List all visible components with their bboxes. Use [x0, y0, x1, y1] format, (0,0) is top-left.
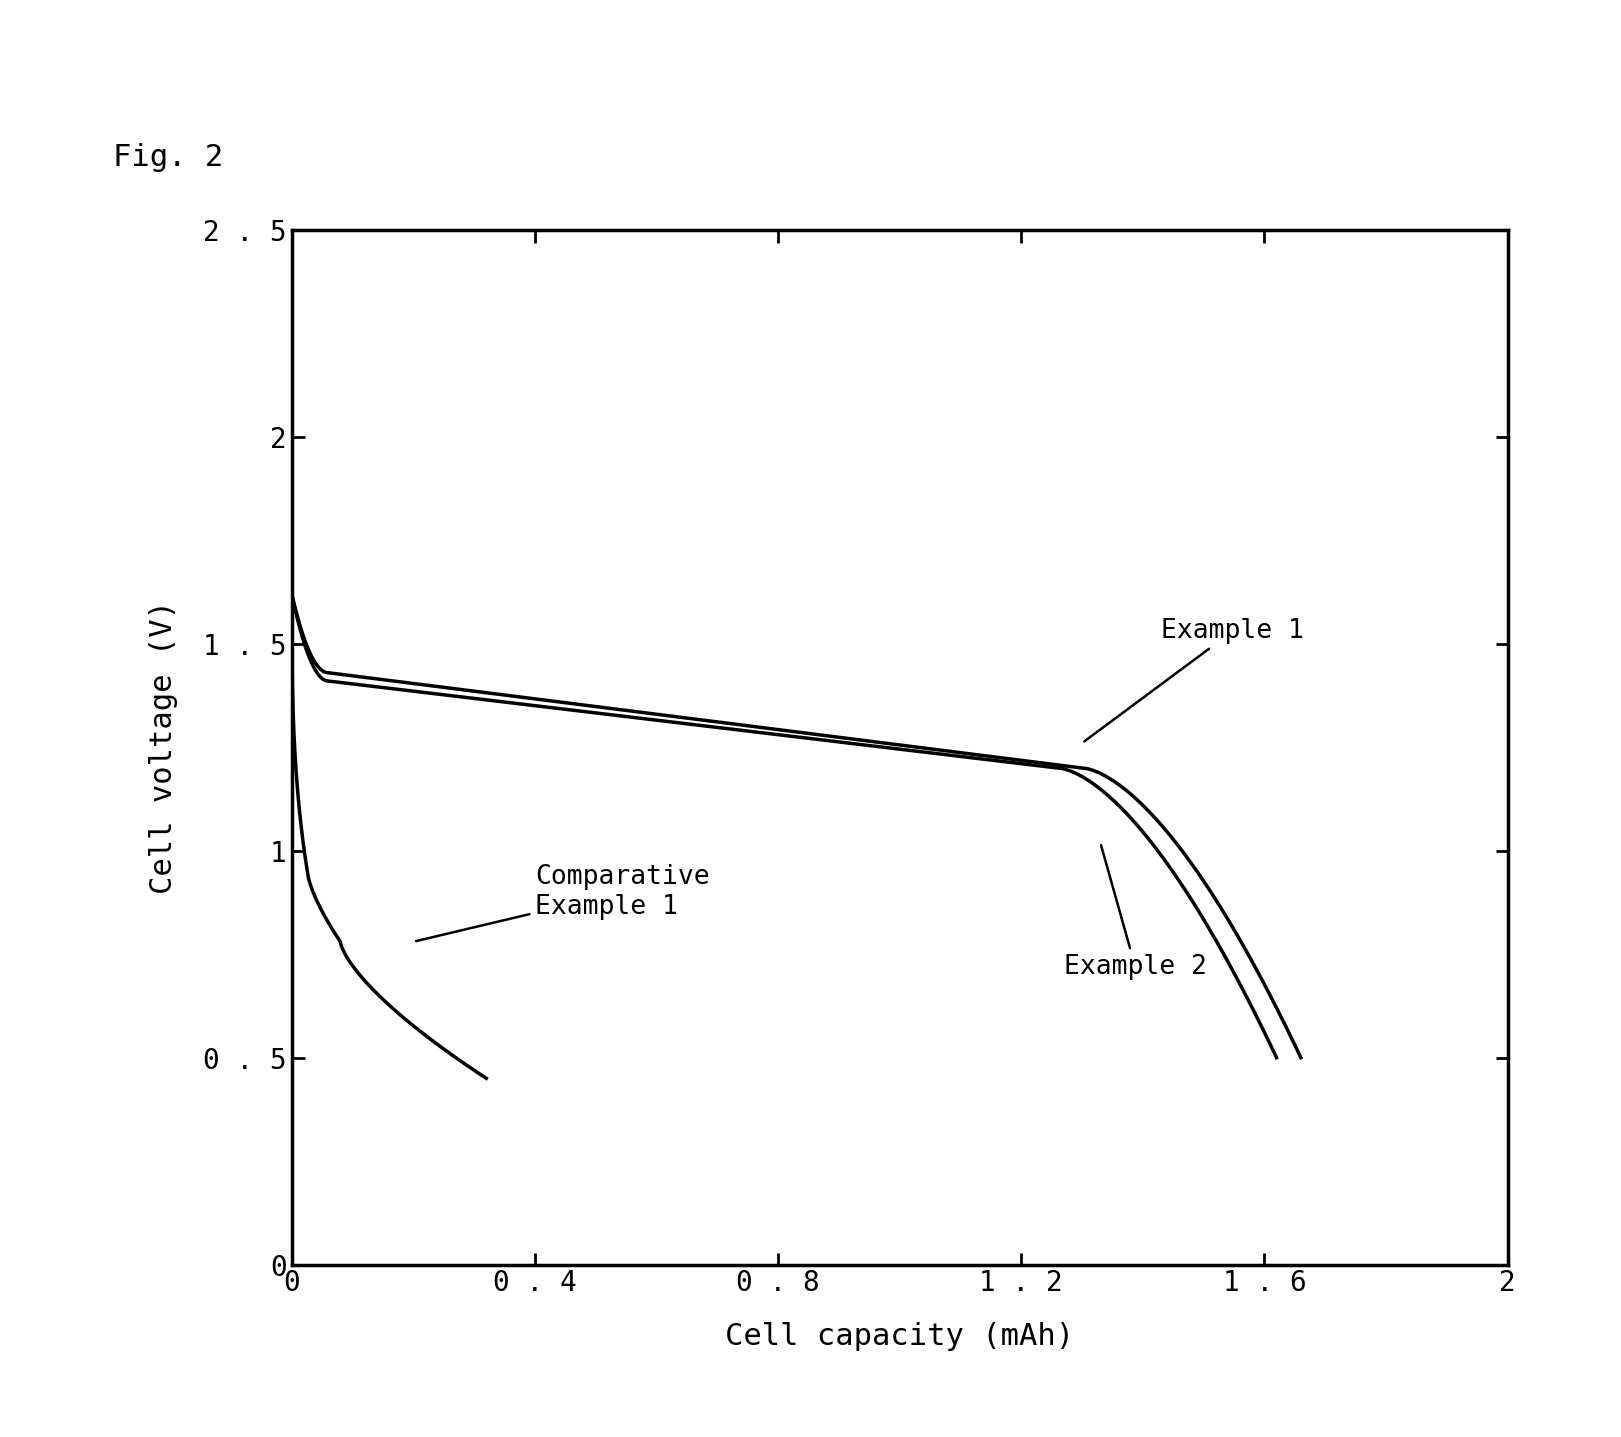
Text: Comparative
Example 1: Comparative Example 1 — [417, 864, 710, 941]
Text: Example 2: Example 2 — [1063, 845, 1206, 980]
Text: Fig. 2: Fig. 2 — [113, 144, 224, 172]
X-axis label: Cell capacity (mAh): Cell capacity (mAh) — [725, 1322, 1075, 1351]
Text: Example 1: Example 1 — [1084, 618, 1303, 741]
Y-axis label: Cell voltage (V): Cell voltage (V) — [149, 601, 178, 894]
